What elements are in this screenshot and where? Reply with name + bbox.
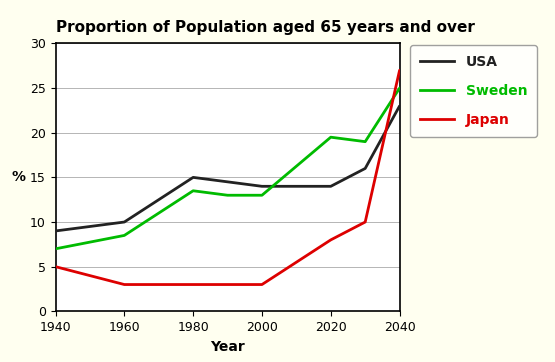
Y-axis label: %: % — [12, 171, 26, 184]
Legend: USA, Sweden, Japan: USA, Sweden, Japan — [410, 45, 537, 137]
Text: Proportion of Population aged 65 years and over: Proportion of Population aged 65 years a… — [56, 20, 475, 35]
X-axis label: Year: Year — [210, 340, 245, 354]
